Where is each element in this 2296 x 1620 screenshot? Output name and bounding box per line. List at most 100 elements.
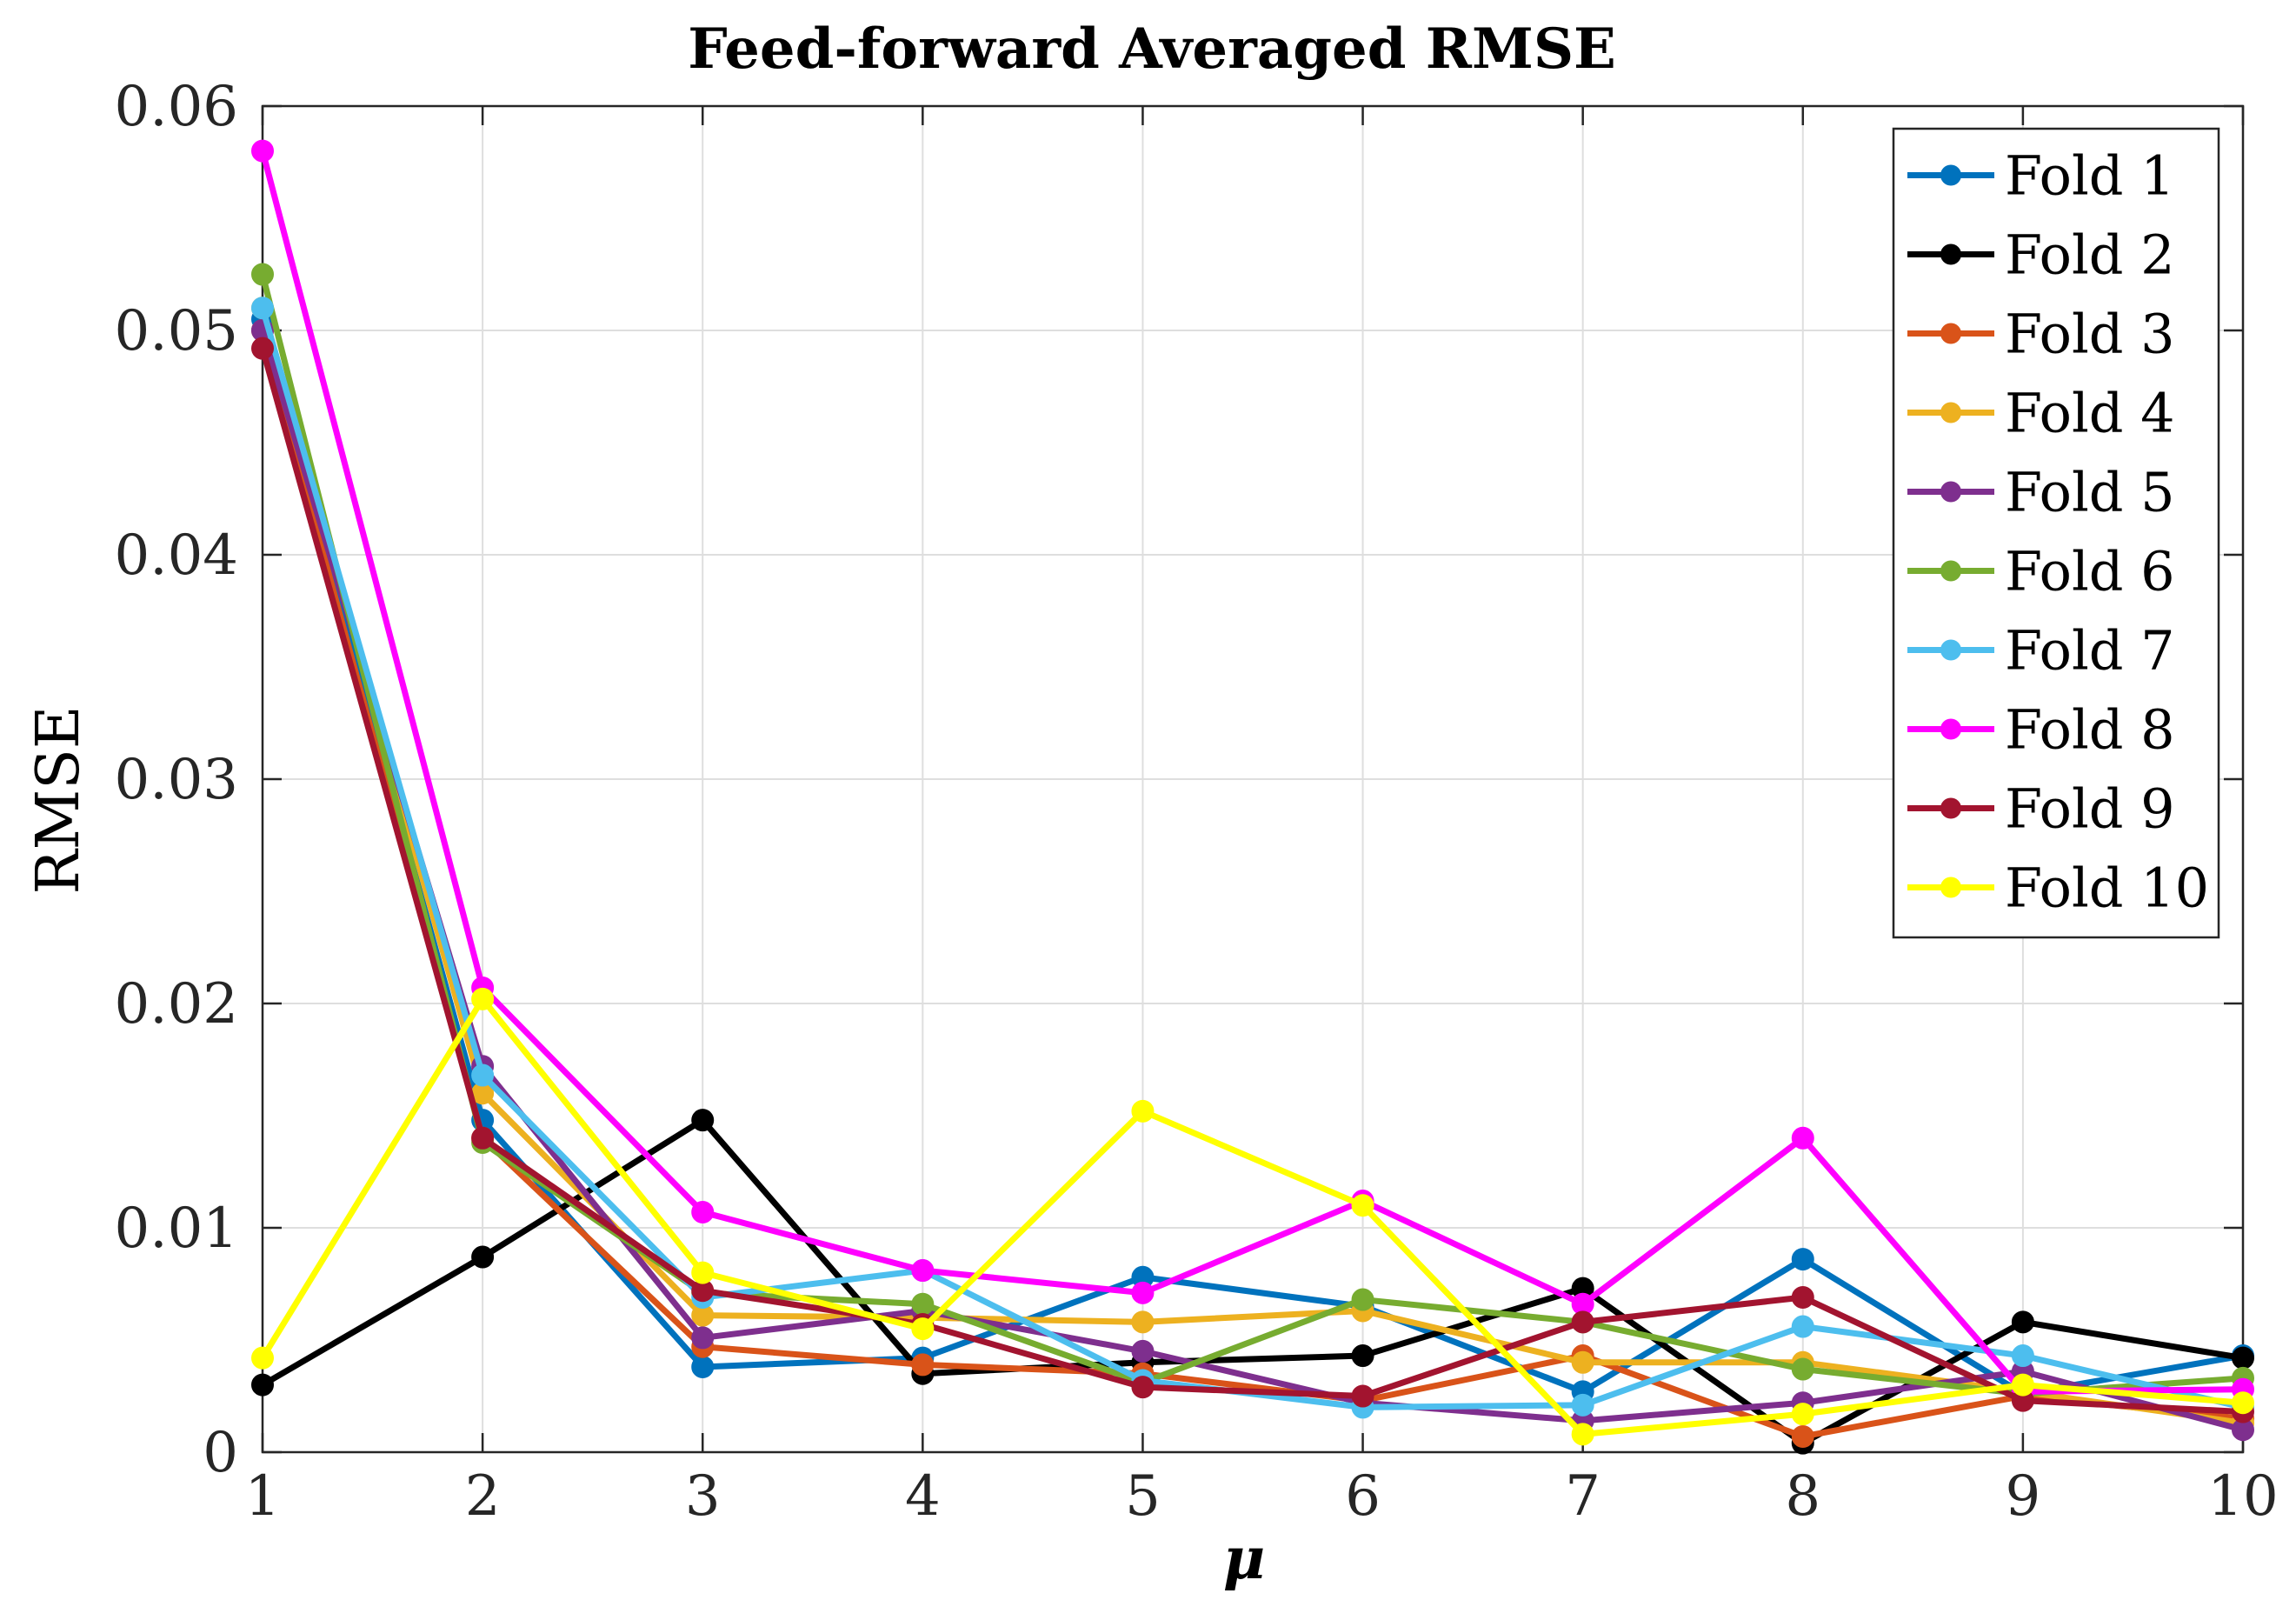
legend-marker [1940, 323, 1961, 344]
data-point [471, 987, 495, 1010]
data-point [1791, 1126, 1814, 1150]
legend-marker [1940, 797, 1961, 819]
series-line [259, 150, 2244, 1395]
data-point [1791, 1248, 1814, 1271]
series-fold-8 [251, 139, 2254, 1403]
legend-item: Fold 8 [1907, 698, 2175, 762]
data-point [471, 1245, 495, 1269]
data-point [1571, 1423, 1594, 1446]
legend-label: Fold 5 [2005, 461, 2175, 524]
data-point [2232, 1346, 2254, 1370]
data-point [2011, 1310, 2034, 1334]
legend-marker [1940, 877, 1961, 898]
legend: Fold 1 Fold 2 Fold 3 Fold 4 Fold 5 Fold 6 Fold… [1892, 127, 2220, 939]
data-point [691, 1355, 715, 1378]
legend-item: Fold 1 [1907, 144, 2175, 208]
data-point [2011, 1344, 2034, 1368]
series-line [259, 330, 2244, 1440]
tick-labels: 1 2 3 4 5 6 7 8 9 10 0 0.01 0.02 0.03 0.04 0.05 0.06 [115, 75, 2279, 1529]
data-point [471, 1126, 495, 1150]
legend-label: Fold 10 [2005, 857, 2209, 920]
legend-marker [1940, 164, 1961, 186]
y-axis-label: RMSE [24, 705, 93, 894]
data-point [1351, 1194, 1374, 1217]
data-point [251, 1373, 274, 1397]
x-tick-label: 5 [1125, 1464, 1161, 1529]
series-line [260, 996, 2244, 1437]
data-point [1131, 1310, 1155, 1334]
legend-item: Fold 6 [1907, 540, 2175, 603]
series-line [259, 347, 2244, 1416]
data-point [251, 1346, 274, 1370]
data-point [251, 297, 274, 320]
data-point [1571, 1350, 1594, 1374]
legend-label: Fold 9 [2005, 777, 2175, 841]
x-tick-label: 6 [1345, 1464, 1381, 1529]
data-point [911, 1317, 935, 1341]
y-tick-label: 0.05 [115, 299, 239, 363]
legend-item: Fold 7 [1907, 619, 2175, 683]
data-point [691, 1326, 715, 1350]
data-point [1571, 1393, 1594, 1417]
legend-marker [1940, 718, 1961, 740]
legend-item: Fold 2 [1907, 223, 2175, 287]
data-point [1351, 1384, 1374, 1408]
data-point [691, 1109, 715, 1132]
data-point [1351, 1344, 1374, 1368]
x-tick-label: 4 [905, 1464, 941, 1529]
legend-label: Fold 4 [2005, 382, 2175, 445]
data-point [691, 1261, 715, 1284]
series-fold-10 [251, 987, 2254, 1446]
x-tick-label: 3 [685, 1464, 721, 1529]
data-point [691, 1200, 715, 1223]
series-line [259, 329, 2244, 1433]
legend-marker [1940, 481, 1961, 503]
legend-marker [1940, 639, 1961, 661]
legend-marker [1940, 243, 1961, 265]
data-point [1791, 1285, 1814, 1309]
legend-marker [1940, 560, 1961, 582]
legend-label: Fold 7 [2005, 619, 2175, 683]
legend-item: Fold 9 [1907, 777, 2175, 841]
data-point [1131, 1376, 1155, 1399]
data-point [1351, 1288, 1374, 1311]
data-point [1131, 1281, 1155, 1304]
series-layer [251, 139, 2254, 1455]
data-point [2232, 1391, 2254, 1415]
data-point [1791, 1357, 1814, 1381]
data-point [1131, 1099, 1155, 1123]
legend-label: Fold 2 [2005, 223, 2175, 287]
y-tick-label: 0.06 [115, 75, 239, 139]
legend-item: Fold 4 [1907, 382, 2175, 445]
data-point [2011, 1373, 2034, 1397]
legend-marker [1940, 402, 1961, 423]
data-point [911, 1353, 935, 1377]
x-tick-label: 8 [1785, 1464, 1820, 1529]
data-point [471, 1063, 495, 1087]
data-point [1131, 1339, 1155, 1363]
y-tick-label: 0 [203, 1421, 238, 1485]
legend-label: Fold 3 [2005, 303, 2175, 366]
data-point [1791, 1424, 1814, 1448]
legend-label: Fold 6 [2005, 540, 2175, 603]
data-point [1571, 1310, 1594, 1334]
x-axis-label: μ [1223, 1524, 1265, 1592]
legend-label: Fold 8 [2005, 698, 2175, 762]
data-point [251, 263, 274, 286]
axes [261, 104, 2245, 1454]
legend-item: Fold 10 [1907, 857, 2209, 920]
data-point [911, 1292, 935, 1316]
y-tick-label: 0.01 [115, 1197, 239, 1261]
x-tick-label: 2 [465, 1464, 501, 1529]
chart-title: Feed-forward Averaged RMSE [688, 17, 1616, 82]
x-tick-label: 7 [1565, 1464, 1601, 1529]
data-point [251, 337, 274, 360]
data-point [1791, 1315, 1814, 1338]
legend-item: Fold 3 [1907, 303, 2175, 366]
legend-item: Fold 5 [1907, 461, 2175, 524]
legend-label: Fold 1 [2005, 144, 2175, 208]
x-tick-label: 1 [245, 1464, 281, 1529]
data-point [1791, 1403, 1814, 1426]
x-tick-label: 9 [2006, 1464, 2041, 1529]
